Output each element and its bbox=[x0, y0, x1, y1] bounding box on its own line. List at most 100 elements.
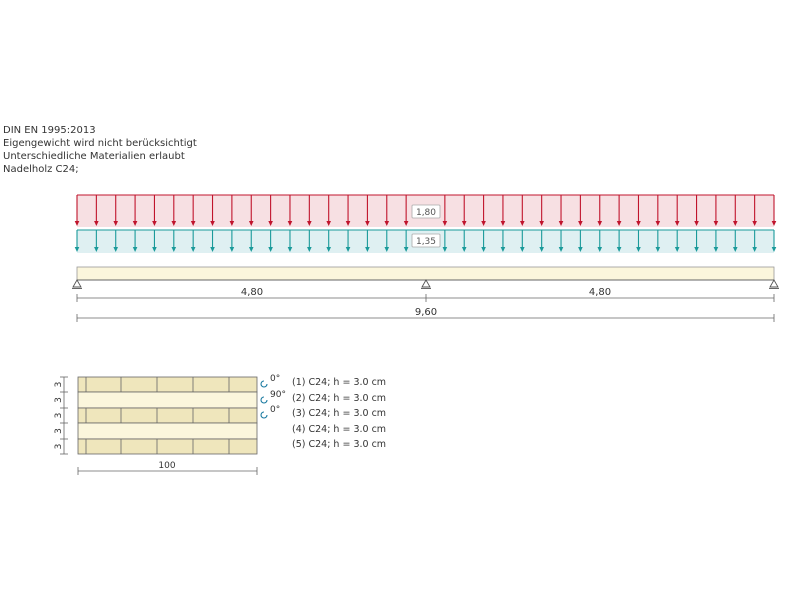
variable-load-arrow-head bbox=[132, 247, 138, 252]
permanent-load-arrow-head bbox=[94, 221, 99, 226]
variable-load-arrow-head bbox=[771, 247, 777, 252]
variable-load-arrow-head bbox=[74, 247, 80, 252]
variable-load-arrow-head bbox=[152, 247, 157, 252]
permanent-load-arrow-head bbox=[500, 221, 506, 226]
material-name: Nadelholz C24; bbox=[3, 164, 79, 175]
variable-load-arrow-head bbox=[461, 247, 467, 252]
variable-load-arrow-head bbox=[403, 247, 409, 252]
layer-list: (1) C24; h = 3.0 cm (2) C24; h = 3.0 cm … bbox=[292, 377, 386, 450]
variable-load-arrow-head bbox=[345, 247, 351, 252]
permanent-load-arrow-head bbox=[326, 221, 331, 226]
support-right bbox=[769, 279, 779, 288]
permanent-load-arrow-head bbox=[345, 221, 351, 226]
variable-load-arrow-head bbox=[558, 247, 564, 252]
width-label: 100 bbox=[158, 461, 175, 471]
layer-5 bbox=[77, 438, 258, 455]
variable-load-arrow-head bbox=[694, 247, 699, 252]
layer-2-description: (2) C24; h = 3.0 cm bbox=[292, 393, 386, 404]
orientation-layer-3: 0° bbox=[270, 405, 280, 415]
variable-load-label-box bbox=[411, 233, 441, 248]
variable-load-arrow-head bbox=[578, 247, 583, 252]
permanent-load-arrow-head bbox=[732, 221, 738, 226]
variable-load-label: 1,35 bbox=[416, 237, 436, 247]
layer-3 bbox=[77, 407, 258, 424]
variable-load-arrow-head bbox=[307, 247, 312, 252]
variable-load-arrow-head bbox=[539, 247, 544, 252]
orientation-markers: 0° 90° 0° bbox=[260, 374, 286, 419]
layer-4-description: (4) C24; h = 3.0 cm bbox=[292, 424, 386, 435]
layer-5-height: 3 bbox=[54, 444, 64, 450]
variable-load-arrow-head bbox=[384, 247, 390, 252]
beam bbox=[76, 266, 775, 281]
permanent-load-arrow-head bbox=[268, 221, 273, 226]
variable-load-arrow-head bbox=[674, 247, 680, 252]
layer-1-description: (1) C24; h = 3.0 cm bbox=[292, 377, 386, 388]
variable-load-arrow-head bbox=[113, 247, 119, 252]
layer-4 bbox=[77, 422, 258, 440]
permanent-load-arrow-head bbox=[539, 221, 544, 226]
variable-load-arrow-head bbox=[752, 247, 757, 252]
permanent-load-arrow-head bbox=[674, 221, 680, 226]
layer-height-dimensions: 3 3 3 3 3 bbox=[54, 376, 68, 455]
design-code: DIN EN 1995:2013 bbox=[3, 125, 96, 136]
variable-load-arrow-head bbox=[636, 247, 641, 252]
variable-load-arrow-head bbox=[597, 247, 603, 252]
rotation-icon-1 bbox=[260, 380, 268, 388]
variable-load-arrow-head bbox=[268, 247, 273, 252]
supports bbox=[72, 279, 779, 289]
permanent-load: 1,80 bbox=[74, 194, 777, 227]
permanent-load-arrow-head bbox=[113, 221, 119, 226]
permanent-load-arrow-head bbox=[461, 221, 467, 226]
permanent-load-arrow-head bbox=[597, 221, 603, 226]
rotation-icon-3 bbox=[260, 411, 268, 419]
variable-load-arrow-head bbox=[713, 247, 719, 252]
permanent-load-label-box bbox=[411, 204, 441, 219]
width-dimension: 100 bbox=[77, 461, 258, 475]
beam-body bbox=[76, 266, 775, 281]
variable-load-arrow-head bbox=[210, 247, 215, 252]
orientation-layer-2: 90° bbox=[270, 390, 286, 400]
variable-load-arrow-head bbox=[94, 247, 99, 252]
total-length: 9,60 bbox=[415, 307, 437, 318]
permanent-load-arrow-head bbox=[287, 221, 293, 226]
layer-3-height: 3 bbox=[54, 413, 64, 419]
variable-load-arrow-head bbox=[655, 247, 661, 252]
permanent-load-arrow-head bbox=[307, 221, 312, 226]
rotation-icon-2 bbox=[260, 396, 268, 404]
self-weight-note: Eigengewicht wird nicht berücksichtigt bbox=[3, 138, 197, 149]
orientation-layer-1: 0° bbox=[270, 374, 280, 384]
support-left bbox=[72, 279, 82, 288]
permanent-load-arrow-head bbox=[578, 221, 583, 226]
layer-2 bbox=[77, 391, 258, 409]
permanent-load-arrow-head bbox=[442, 221, 448, 226]
layer-2-height: 3 bbox=[54, 397, 64, 403]
permanent-load-arrow-head bbox=[771, 221, 777, 226]
permanent-load-arrow-head bbox=[694, 221, 699, 226]
permanent-load-arrow-head bbox=[171, 221, 177, 226]
variable-load-arrow-head bbox=[248, 247, 254, 252]
design-info: DIN EN 1995:2013 Eigengewicht wird nicht… bbox=[3, 124, 197, 176]
permanent-load-label: 1,80 bbox=[416, 208, 436, 218]
layer-3-description: (3) C24; h = 3.0 cm bbox=[292, 408, 386, 419]
span-1-length: 4,80 bbox=[241, 287, 263, 298]
permanent-load-arrow-head bbox=[713, 221, 719, 226]
variable-load-arrow-head bbox=[481, 247, 486, 252]
permanent-load-arrow-head bbox=[520, 221, 525, 226]
variable-load-arrow-head bbox=[326, 247, 331, 252]
variable-load-arrow-head bbox=[500, 247, 506, 252]
permanent-load-arrows bbox=[74, 195, 777, 226]
cross-section: 3 3 3 3 3 100 0° 90° 0° (1) C24; h = 3.0… bbox=[54, 374, 386, 475]
permanent-load-arrow-head bbox=[152, 221, 157, 226]
support-middle bbox=[421, 279, 431, 288]
layer-1-height: 3 bbox=[54, 382, 64, 388]
permanent-load-arrow-head bbox=[210, 221, 215, 226]
permanent-load-arrow-head bbox=[365, 221, 370, 226]
span-2-length: 4,80 bbox=[589, 287, 611, 298]
lamella-divisions bbox=[85, 377, 230, 454]
variable-load-arrow-head bbox=[616, 247, 622, 252]
permanent-load-arrow-head bbox=[558, 221, 564, 226]
permanent-load-arrow-head bbox=[229, 221, 235, 226]
materials-note: Unterschiedliche Materialien erlaubt bbox=[3, 151, 185, 162]
permanent-load-arrow-head bbox=[384, 221, 390, 226]
